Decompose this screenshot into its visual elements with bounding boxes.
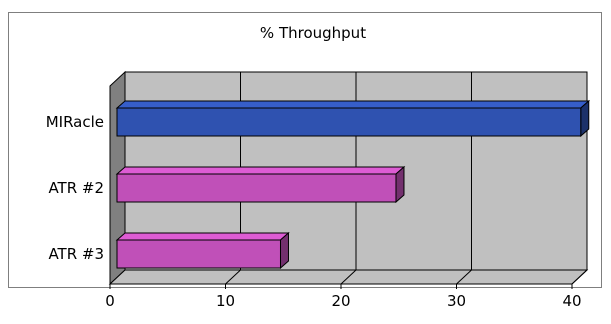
bar-miracle [116, 107, 582, 137]
bar-atr-3 [116, 239, 281, 269]
bar-top [115, 166, 406, 175]
bar-atr-2 [116, 173, 397, 203]
category-label: MIRacle [46, 113, 104, 131]
category-label: ATR #3 [48, 245, 104, 263]
bars [115, 99, 591, 270]
x-tick-label: 40 [562, 292, 581, 310]
category-label: ATR #2 [48, 179, 104, 197]
gridline-floor [571, 269, 588, 285]
gridline-floor [225, 269, 241, 285]
x-tick-label: 30 [447, 292, 466, 310]
axes [109, 283, 573, 289]
x-tick-label: 10 [216, 292, 235, 310]
chart-title: % Throughput [260, 24, 366, 42]
x-tick-label: 0 [105, 292, 115, 310]
gridline-floor [340, 269, 357, 285]
labels: 0 10 20 30 40 MIRacle ATR #2 ATR #3 [46, 113, 582, 310]
x-tick-label: 20 [331, 292, 350, 310]
gridline-floor [456, 269, 472, 285]
bar-top [115, 232, 290, 241]
bar-top [115, 100, 591, 109]
